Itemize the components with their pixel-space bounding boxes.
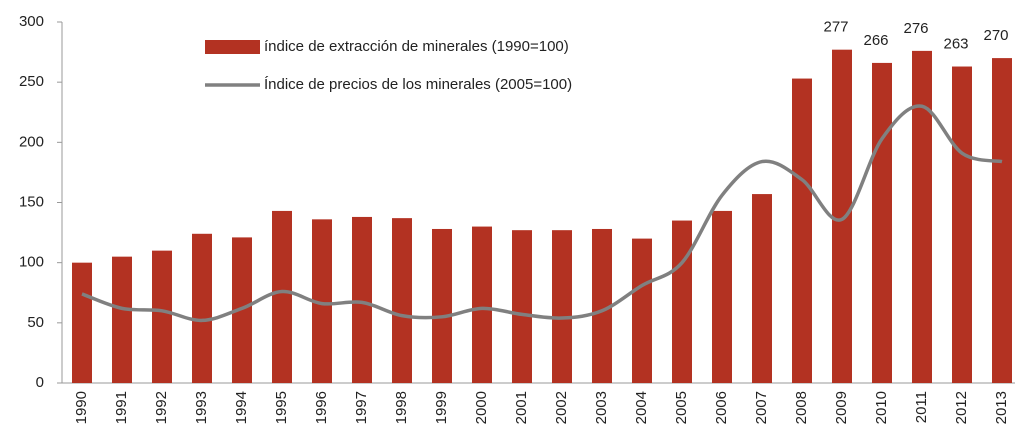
x-tick-label: 1993: [193, 391, 210, 424]
bar: [152, 250, 172, 383]
x-tick-label: 1996: [313, 391, 330, 424]
line: [81, 104, 1003, 323]
value-label: 277: [823, 19, 848, 36]
legend-label: índice de extracción de minerales (1990=…: [264, 38, 569, 55]
bar: [192, 233, 212, 383]
bar: [992, 58, 1012, 383]
y-tick-label: 50: [27, 314, 44, 331]
legend-label: Índice de precios de los minerales (2005…: [264, 76, 572, 93]
bar: [552, 230, 572, 383]
legend-swatch: [205, 40, 260, 54]
y-tick-label: 0: [36, 374, 44, 391]
value-label: 276: [903, 20, 928, 37]
bar: [432, 228, 452, 383]
x-tick-label: 1998: [393, 391, 410, 424]
x-tick-label: 2006: [713, 391, 730, 424]
x-tick-label: 2000: [473, 391, 490, 424]
bar: [832, 49, 852, 383]
y-tick-label: 200: [19, 133, 44, 150]
bar: [712, 210, 732, 383]
bar: [72, 262, 92, 383]
x-tick-label: 2003: [593, 391, 610, 424]
bar: [472, 226, 492, 383]
x-tick-label: 1997: [353, 391, 370, 424]
bar: [312, 219, 332, 383]
bar: [752, 194, 772, 383]
x-tick-label: 2012: [953, 391, 970, 424]
x-tick-label: 1992: [153, 391, 170, 424]
x-tick-label: 2007: [753, 391, 770, 424]
x-tick-label: 2010: [873, 391, 890, 424]
value-label: 263: [943, 35, 968, 52]
x-tick-label: 1994: [233, 391, 250, 424]
x-tick-label: 1995: [273, 391, 290, 424]
x-tick-label: 2002: [553, 391, 570, 424]
bar: [912, 50, 932, 383]
bar: [632, 238, 652, 383]
x-tick-label: 2004: [633, 391, 650, 424]
bar: [952, 66, 972, 384]
bar: [272, 210, 292, 383]
x-tick-label: 2008: [793, 391, 810, 424]
x-tick-label: 2011: [913, 391, 930, 423]
y-tick-label: 300: [19, 13, 44, 30]
bar: [112, 256, 132, 383]
value-label: 270: [983, 27, 1008, 44]
y-tick-label: 250: [19, 73, 44, 90]
x-tick-label: 2005: [673, 391, 690, 424]
bar: [392, 218, 412, 383]
x-tick-label: 1999: [433, 391, 450, 424]
x-tick-label: 2001: [513, 391, 530, 424]
y-tick-label: 100: [19, 254, 44, 271]
x-tick-label: 1991: [113, 391, 130, 424]
x-tick-label: 1990: [73, 391, 90, 424]
bar: [512, 230, 532, 383]
bar: [872, 62, 892, 384]
value-label: 266: [863, 32, 888, 49]
bar: [792, 78, 812, 383]
bar: [592, 228, 612, 383]
bar: [672, 220, 692, 383]
x-tick-label: 2013: [993, 391, 1010, 424]
x-tick-label: 2009: [833, 391, 850, 424]
bar: [352, 216, 372, 383]
y-tick-label: 150: [19, 193, 44, 210]
